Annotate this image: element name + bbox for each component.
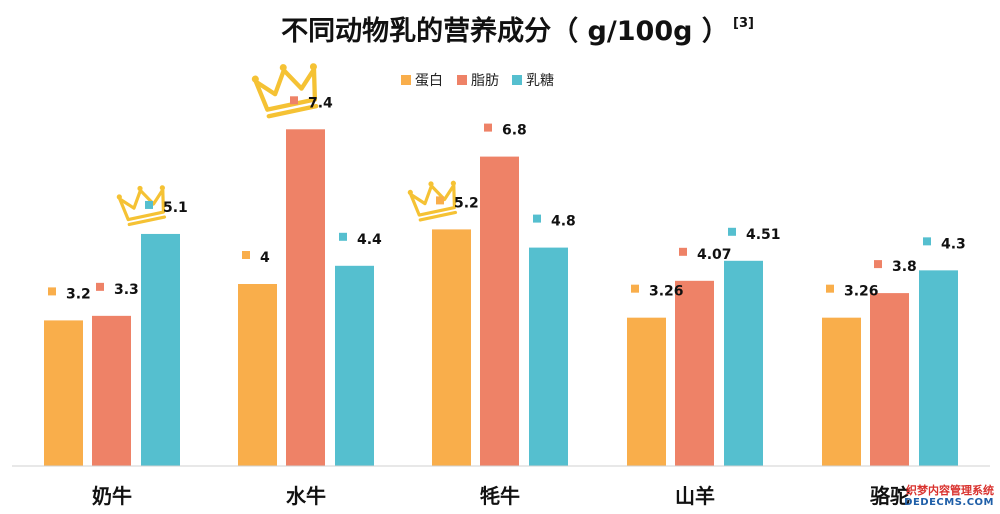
data-label-item-2-series-3: 4.8: [551, 214, 576, 230]
data-label-item-2-series-2: 6.8: [502, 123, 527, 139]
bar-item-4-series-1: [822, 317, 861, 466]
category-label-1: 奶牛: [92, 484, 132, 508]
crown-icon: [116, 185, 167, 227]
data-label-marker-item-4-series-2: [874, 260, 882, 269]
data-label-marker-item-3-series-1: [631, 284, 639, 293]
category-label-4: 山羊: [675, 484, 715, 508]
data-label-marker-item-2-series-2: [484, 123, 492, 132]
bar-item-0-series-1: [44, 320, 83, 466]
data-label-item-1-series-3: 4.4: [357, 232, 382, 248]
bar-item-2-series-3: [529, 247, 568, 466]
bar-item-2-series-1: [432, 229, 471, 466]
bar-item-0-series-2: [92, 315, 131, 466]
bar-item-0-series-3: [141, 233, 180, 466]
crown-icon: [251, 63, 319, 119]
data-label-item-3-series-2: 4.07: [697, 247, 732, 263]
chart-title-reference: [3]: [733, 16, 754, 31]
legend-label-3: 乳糖: [526, 73, 554, 89]
legend-label-2: 脂肪: [471, 73, 499, 89]
data-label-item-2-series-1: 5.2: [454, 195, 479, 211]
bar-item-2-series-2: [480, 156, 519, 466]
data-label-marker-item-0-series-3: [145, 200, 153, 209]
bar-item-4-series-2: [870, 293, 909, 466]
chart-title: 不同动物乳的营养成分（ g/100g ）: [281, 15, 729, 47]
data-label-item-0-series-1: 3.2: [66, 286, 91, 302]
bar-item-3-series-2: [675, 280, 714, 466]
data-label-marker-item-1-series-2: [290, 96, 298, 105]
bar-series-group: [44, 129, 958, 467]
data-label-item-0-series-3: 5.1: [163, 200, 188, 216]
data-label-item-3-series-3: 4.51: [746, 227, 781, 243]
data-label-marker-item-4-series-1: [826, 284, 834, 293]
watermark: 织梦内容管理系统 DEDECMS.COM: [882, 483, 994, 508]
legend-swatch-1: [401, 75, 411, 85]
crown-decorations: [116, 63, 458, 227]
data-label-item-4-series-3: 4.3: [941, 236, 966, 252]
category-label-3: 牦牛: [480, 484, 520, 508]
data-label-marker-item-4-series-3: [923, 237, 931, 246]
data-label-marker-item-2-series-3: [533, 214, 541, 223]
data-label-item-4-series-2: 3.8: [892, 259, 917, 275]
bar-item-1-series-3: [335, 265, 374, 466]
bar-item-4-series-3: [919, 270, 958, 466]
legend-swatch-2: [457, 75, 467, 85]
data-label-marker-item-3-series-3: [728, 227, 736, 236]
data-label-marker-item-0-series-2: [96, 282, 104, 291]
data-label-marker-item-1-series-1: [242, 251, 250, 259]
category-label-5: 骆驼: [870, 484, 910, 508]
data-label-item-3-series-1: 3.26: [649, 284, 684, 300]
crown-icon: [407, 180, 458, 222]
watermark-line-2: DEDECMS.COM: [904, 497, 994, 508]
data-label-item-0-series-2: 3.3: [114, 282, 139, 298]
data-label-item-4-series-1: 3.26: [844, 284, 879, 300]
category-label-2: 水牛: [286, 484, 326, 508]
bar-item-3-series-3: [724, 260, 763, 466]
legend-swatch-3: [512, 75, 522, 85]
legend-label-1: 蛋白: [415, 73, 443, 89]
data-label-item-1-series-1: 4: [260, 250, 270, 266]
data-label-marker-item-3-series-2: [679, 247, 687, 256]
data-labels-group: 3.2 3.3 5.1 4 7.4 4.4 5.2 6.8 4.8 3.26 4.07 4.51 3.2…: [48, 95, 966, 302]
chart-legend: 蛋白 脂肪 乳糖: [401, 73, 554, 89]
bar-item-3-series-1: [627, 317, 666, 466]
data-label-marker-item-2-series-1: [436, 196, 444, 205]
data-label-marker-item-0-series-1: [48, 287, 56, 296]
chart-title-group: 不同动物乳的营养成分（ g/100g ） [3]: [281, 15, 754, 47]
bar-item-1-series-1: [238, 284, 277, 466]
watermark-line-1: 织梦内容管理系统: [906, 483, 994, 497]
data-label-marker-item-1-series-3: [339, 232, 347, 241]
data-label-item-1-series-2: 7.4: [308, 95, 333, 111]
bar-item-1-series-2: [286, 129, 325, 467]
category-labels-group: 奶牛 水牛 牦牛 山羊 骆驼: [92, 484, 910, 508]
